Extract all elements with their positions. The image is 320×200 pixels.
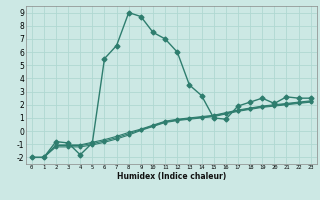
X-axis label: Humidex (Indice chaleur): Humidex (Indice chaleur) — [116, 172, 226, 181]
